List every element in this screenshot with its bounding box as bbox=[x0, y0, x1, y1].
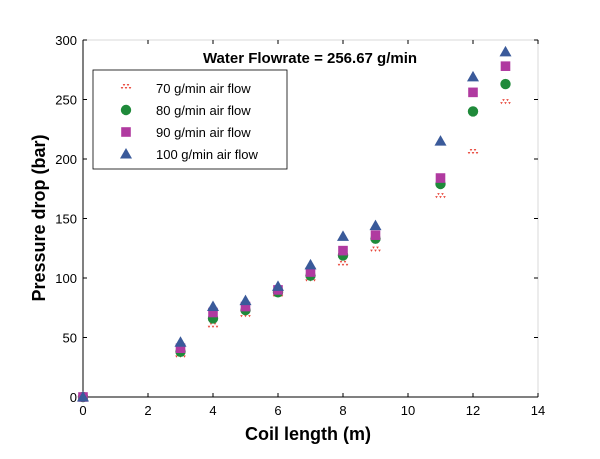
x-tick-label: 8 bbox=[339, 403, 346, 418]
point-series-1 bbox=[207, 322, 219, 328]
x-tick-label: 0 bbox=[79, 403, 86, 418]
y-tick-label: 50 bbox=[63, 331, 77, 346]
y-tick-label: 200 bbox=[55, 152, 77, 167]
legend-label-3: 90 g/min air flow bbox=[156, 125, 251, 140]
point-series-2 bbox=[500, 78, 511, 90]
point-series-4 bbox=[239, 294, 252, 306]
legend-label-1: 70 g/min air flow bbox=[156, 81, 251, 96]
point-series-3 bbox=[175, 343, 186, 354]
point-series-4 bbox=[434, 135, 447, 146]
legend-label-2: 80 g/min air flow bbox=[156, 103, 251, 118]
point-series-1 bbox=[500, 99, 511, 105]
point-series-4 bbox=[304, 258, 317, 270]
point-series-4 bbox=[337, 230, 349, 241]
legend-marker-3 bbox=[121, 127, 131, 137]
x-ticks: 0 2 4 6 8 10 12 14 bbox=[79, 40, 545, 418]
point-series-3 bbox=[435, 173, 446, 183]
y-axis-title: Pressure drop (bar) bbox=[29, 134, 49, 301]
y-tick-label: 100 bbox=[55, 271, 77, 286]
chart-title: Water Flowrate = 256.67 g/min bbox=[203, 50, 417, 67]
legend-label-4: 100 g/min air flow bbox=[156, 147, 258, 162]
x-tick-label: 10 bbox=[401, 403, 415, 418]
point-series-3 bbox=[500, 61, 511, 71]
point-series-4 bbox=[207, 300, 219, 312]
legend: 70 g/min air flow 80 g/min air flow 90 g/m… bbox=[92, 69, 288, 170]
point-series-3 bbox=[338, 245, 348, 256]
point-series-3 bbox=[370, 230, 381, 240]
point-series-1 bbox=[370, 246, 381, 252]
point-series-2 bbox=[467, 106, 479, 117]
x-tick-label: 14 bbox=[531, 403, 545, 418]
point-series-4 bbox=[77, 391, 89, 402]
x-axis-title: Coil length (m) bbox=[245, 424, 371, 444]
point-series-4 bbox=[467, 70, 479, 82]
point-series-1 bbox=[467, 149, 479, 155]
x-tick-label: 12 bbox=[466, 403, 480, 418]
point-series-1 bbox=[435, 193, 446, 199]
x-tick-label: 2 bbox=[144, 403, 151, 418]
point-series-4 bbox=[499, 45, 512, 57]
point-series-3 bbox=[468, 87, 478, 98]
y-tick-label: 0 bbox=[70, 390, 77, 405]
point-series-1 bbox=[337, 260, 349, 267]
y-tick-label: 300 bbox=[55, 33, 77, 48]
y-tick-label: 250 bbox=[55, 93, 77, 108]
point-series-3 bbox=[208, 307, 218, 318]
x-tick-label: 4 bbox=[209, 403, 216, 418]
data-points bbox=[77, 45, 512, 403]
legend-marker-4 bbox=[120, 148, 132, 159]
legend-marker-2 bbox=[120, 104, 132, 116]
y-ticks: 0 50 100 150 200 250 300 bbox=[55, 33, 538, 405]
y-tick-label: 150 bbox=[55, 212, 77, 227]
point-series-4 bbox=[272, 280, 284, 291]
point-series-4 bbox=[369, 219, 382, 231]
point-series-3 bbox=[240, 301, 251, 312]
point-series-4 bbox=[174, 336, 187, 347]
point-series-3 bbox=[305, 267, 316, 277]
x-tick-label: 6 bbox=[274, 403, 281, 418]
legend-marker-1 bbox=[120, 84, 132, 90]
